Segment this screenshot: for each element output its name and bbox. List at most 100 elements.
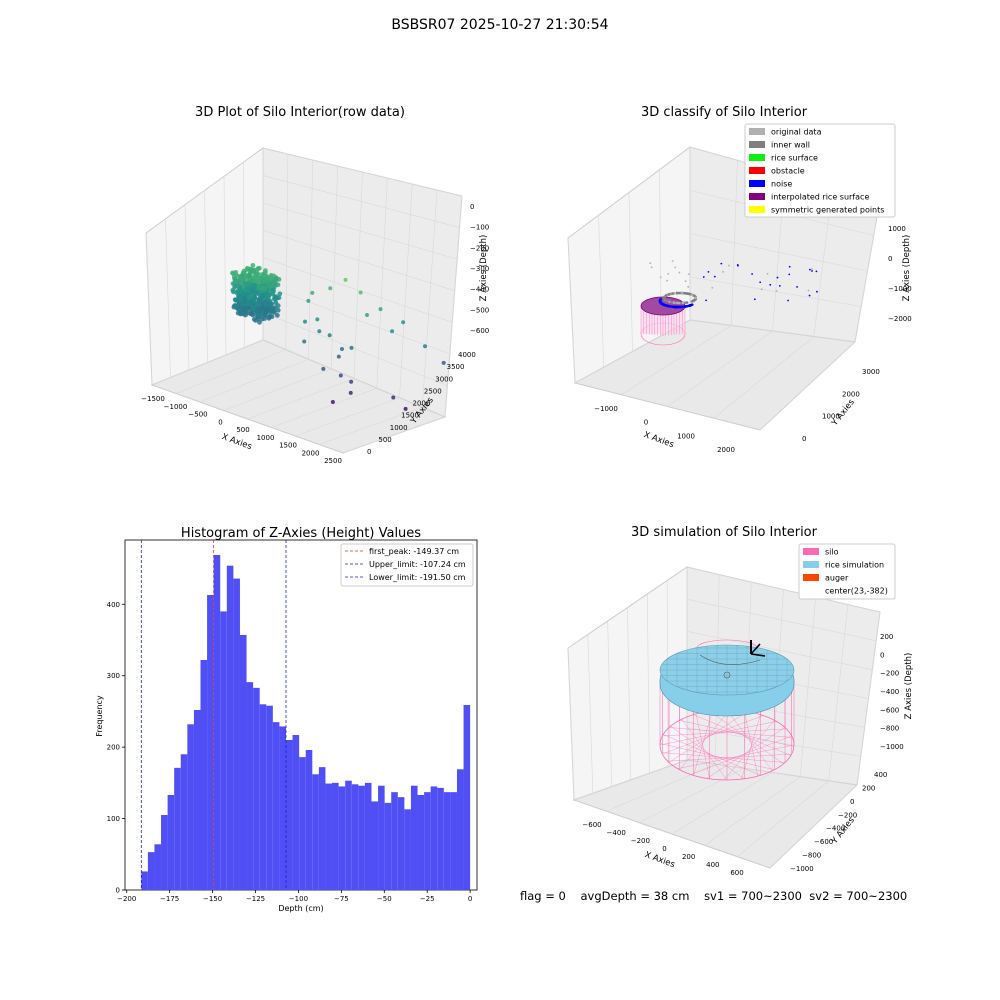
scatter-point [339, 347, 344, 352]
classify-y-ticks: 0 1000 2000 3000 [802, 368, 880, 443]
silo-wire [690, 735, 792, 775]
scatter-point [317, 329, 322, 334]
x-tick-label: 0 [218, 418, 222, 426]
scatter-point [788, 273, 791, 276]
histogram-bar [246, 682, 254, 890]
cluster-point [255, 314, 261, 320]
cluster-point [277, 291, 283, 297]
grid-line [165, 218, 171, 378]
simulation-plot-title: 3D simulation of Silo Interior [631, 525, 818, 540]
scatter-point [365, 313, 370, 318]
x-tick-label: 1000 [677, 432, 695, 440]
histogram-bar [318, 767, 326, 890]
legend-swatch [749, 193, 765, 200]
y-tick-label: −400 [826, 825, 845, 833]
x-tick-label: −600 [582, 821, 601, 829]
silo-wire [679, 720, 794, 747]
noise-point [683, 305, 687, 308]
scatter-point [711, 286, 714, 289]
z-tick-label: −1000 [888, 285, 912, 293]
z-tick-label: −600 [470, 327, 489, 335]
histogram-bar [345, 780, 352, 890]
grid-line [627, 607, 631, 781]
grid-line [628, 192, 633, 352]
scatter-point [343, 277, 348, 282]
scatter-point [713, 275, 716, 278]
scatter-point [348, 390, 353, 395]
x-tick-label: 0 [644, 419, 648, 427]
histogram-bar [266, 705, 273, 890]
grid-line [704, 776, 801, 846]
wall-point [685, 301, 689, 304]
silo-wire [662, 715, 764, 755]
x-tick-label: 500 [236, 426, 249, 434]
simulation-3d-plot: 3D simulation of Silo Interior −600−400−… [567, 525, 914, 877]
cluster-point [254, 271, 260, 277]
legend-swatch [749, 180, 765, 187]
cluster-point [235, 306, 241, 312]
scatter-point [753, 298, 756, 301]
noise-point [661, 303, 665, 306]
scatter-point [808, 294, 811, 297]
grid-line [587, 634, 594, 794]
grid-line [223, 176, 227, 356]
x-tick-label: 200 [682, 853, 695, 861]
y-tick-label: 100 [107, 815, 120, 823]
cluster-point [251, 316, 257, 322]
scatter-point [302, 339, 307, 344]
z-tick-label: −600 [880, 706, 899, 714]
histogram-bar [404, 809, 411, 890]
y-tick-label: 200 [862, 784, 875, 792]
grid-line [686, 598, 877, 642]
wall-point [667, 293, 671, 296]
histogram-bar [424, 792, 431, 890]
x-tick-label: −1000 [594, 405, 618, 413]
grid-line [353, 171, 363, 379]
scatter-point [349, 345, 354, 350]
histogram-bar [378, 785, 385, 890]
scatter-point [796, 286, 798, 288]
histogram-bar [299, 757, 306, 890]
legend-label: silo [825, 548, 839, 557]
grid-line [330, 165, 338, 369]
scatter-point [303, 319, 307, 324]
x-tick-label: −400 [607, 829, 626, 837]
y-tick-label: −800 [802, 852, 821, 860]
y-tick-label: −600 [814, 838, 833, 846]
histogram-bar [397, 797, 405, 890]
classify-xlabel: X Axies [642, 430, 675, 450]
scatter-point [766, 272, 769, 275]
grid-line [285, 153, 289, 350]
silo-wire [660, 743, 775, 770]
scatter-point [751, 273, 753, 275]
histogram-bar [272, 722, 280, 890]
grid-line [689, 276, 862, 307]
noise-point [690, 303, 694, 306]
y-tick-label: 400 [107, 601, 120, 609]
histogram-bars [141, 555, 471, 890]
histogram-reference-lines [140, 540, 287, 890]
cluster-point [260, 305, 266, 311]
scatter-point [705, 299, 707, 302]
noise-point [680, 305, 684, 309]
histogram-bar [391, 792, 398, 890]
wall-point [678, 301, 681, 305]
scatter-point [769, 283, 772, 286]
histogram-bar [371, 801, 379, 890]
cluster-point [265, 293, 271, 299]
scatter-point [358, 290, 363, 295]
legend-swatch [749, 128, 765, 135]
cluster-point [251, 269, 256, 274]
grid-line [175, 349, 286, 394]
y-tick-label: 0 [367, 448, 371, 456]
scatter-point [816, 290, 818, 293]
cluster-point [250, 262, 256, 268]
histogram-bar [213, 555, 221, 890]
scatter-point [306, 298, 311, 303]
cluster-point [276, 295, 282, 301]
cluster-point [273, 277, 279, 282]
raw-plot-zlabel: Z Axies (Depth) [479, 235, 489, 302]
cluster-point [243, 277, 249, 283]
silo-wire [695, 713, 710, 779]
scatter-point [673, 291, 675, 294]
